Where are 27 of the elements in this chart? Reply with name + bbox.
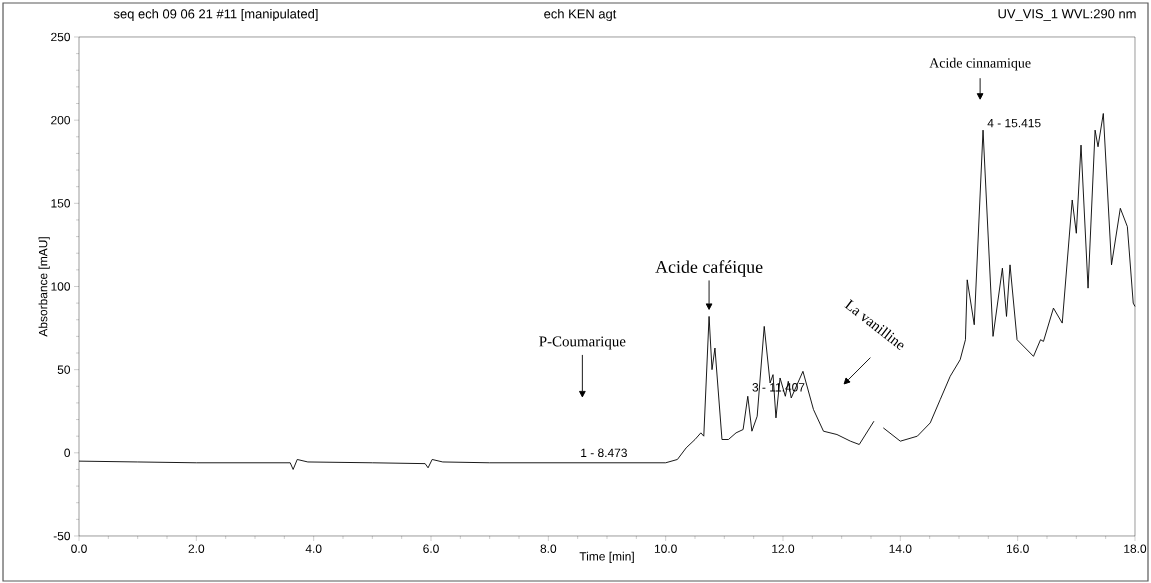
annotation: 1 - 8.473: [581, 448, 627, 458]
chart-title: seq ech 09 06 21 #11 [manipulated]: [113, 8, 318, 22]
y-tick-label: -50: [53, 531, 71, 541]
x-axis-title: Time [min]: [579, 551, 634, 563]
x-tick-label: 10.0: [654, 544, 677, 553]
y-tick-label: 200: [51, 115, 71, 125]
x-tick-label: 4.0: [305, 544, 322, 553]
x-tick-label: 6.0: [423, 544, 439, 553]
x-tick-label: 16.0: [1006, 544, 1029, 553]
x-tick-label: 12.0: [772, 544, 795, 553]
y-tick-label: 0: [64, 448, 71, 458]
chart-subtitle: ech KEN agt: [544, 8, 617, 22]
x-tick-label: 14.0: [889, 544, 912, 553]
text: UV_VIS_1 WVL:290 nm: [998, 9, 1136, 21]
y-tick-label: 150: [51, 199, 71, 208]
annotation: 4 - 15.415: [987, 118, 1041, 128]
x-tick-label: 2.0: [188, 544, 205, 553]
annotation: Acide cinnamique: [929, 57, 1031, 71]
y-axis-title: Absorbance [mAU]: [38, 237, 50, 337]
y-tick-label: 250: [51, 32, 71, 42]
x-tick-label: 0.0: [71, 544, 87, 553]
annotation: Acide caféique: [655, 260, 763, 277]
annotation: P-Coumarique: [539, 336, 626, 350]
x-tick-label: 8.0: [540, 544, 557, 553]
y-tick-label: 50: [57, 365, 71, 374]
y-tick-label: 100: [51, 282, 71, 291]
x-tick-label: 18.0: [1124, 544, 1147, 553]
